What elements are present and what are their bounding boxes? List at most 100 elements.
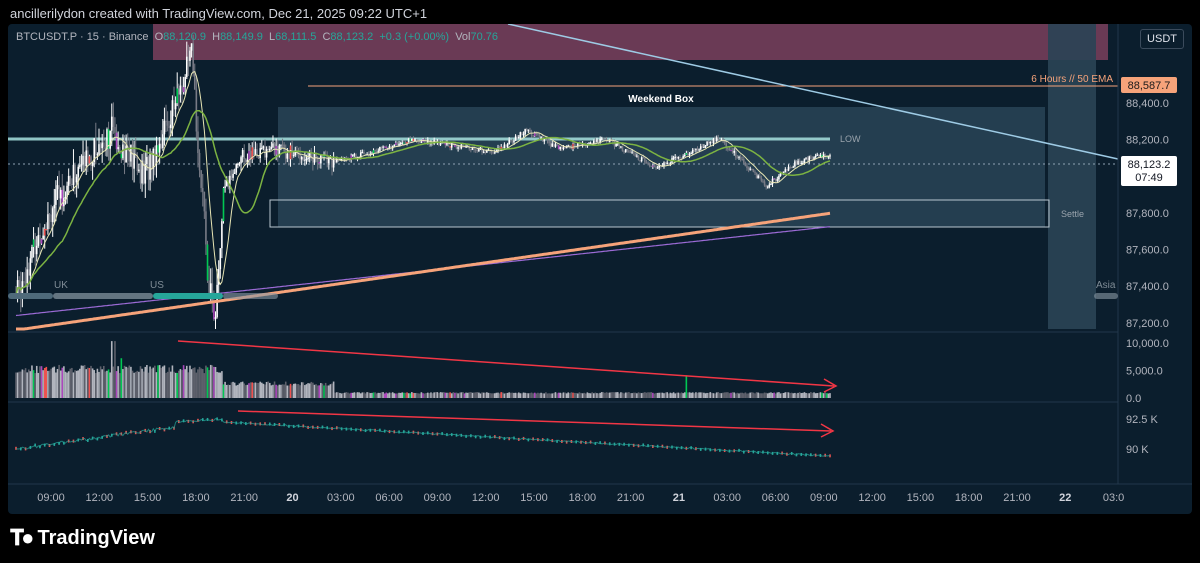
price-tick-label: 88,200.0 bbox=[1126, 135, 1169, 147]
candle-body bbox=[449, 146, 451, 148]
candle-body bbox=[388, 145, 391, 149]
candle-body bbox=[150, 153, 153, 169]
volume-bar bbox=[540, 392, 542, 398]
volume-bar bbox=[118, 373, 121, 398]
candle-body bbox=[821, 154, 823, 158]
volume-bar bbox=[682, 393, 684, 398]
candle-body bbox=[540, 136, 542, 138]
indicator-bar bbox=[829, 454, 831, 458]
resistance-zone bbox=[153, 24, 1108, 60]
candle-body bbox=[284, 151, 287, 159]
chart-canvas[interactable]: 6 Hours // 50 EMA Weekend Box LOW Settle… bbox=[8, 24, 1192, 514]
volume-bar bbox=[227, 384, 230, 398]
volume-bar bbox=[328, 385, 330, 398]
candle-body bbox=[278, 145, 281, 157]
volume-bar bbox=[395, 393, 397, 398]
candle-body bbox=[425, 141, 427, 143]
volume-bar bbox=[359, 393, 362, 398]
volume-bar bbox=[297, 384, 300, 398]
volume-bar bbox=[292, 383, 295, 398]
low-value: 68,111.5 bbox=[275, 31, 317, 43]
volume-bar bbox=[457, 393, 459, 398]
time-tick-label: 03:0 bbox=[1103, 492, 1124, 504]
candle-body bbox=[101, 142, 103, 149]
candle-body bbox=[735, 150, 737, 158]
volume-bar bbox=[460, 392, 463, 398]
volume-bar bbox=[522, 392, 525, 398]
candle-body bbox=[580, 143, 582, 146]
volume-bar bbox=[336, 392, 338, 398]
volume-bar bbox=[631, 393, 633, 398]
volume-bar bbox=[580, 392, 582, 398]
candle-body bbox=[265, 148, 268, 158]
candle-body bbox=[42, 235, 44, 240]
candle-body bbox=[225, 180, 228, 187]
candle-body bbox=[305, 158, 308, 160]
volume-bar bbox=[629, 393, 632, 398]
volume-bar bbox=[197, 369, 199, 398]
time-tick-label: 09:00 bbox=[810, 492, 838, 504]
candle-body bbox=[87, 150, 89, 164]
indicator-axis[interactable]: 92.5 K 90 K bbox=[1126, 414, 1158, 456]
price-axis[interactable]: 88,400.088,200.088,000.087,800.087,600.0… bbox=[1126, 98, 1169, 330]
volume-bar bbox=[364, 393, 367, 398]
volume-bar bbox=[198, 366, 201, 398]
volume-bar bbox=[326, 385, 329, 398]
volume-bar bbox=[586, 392, 589, 398]
candle-body bbox=[470, 149, 472, 151]
volume-bar bbox=[655, 393, 657, 398]
volume-bar bbox=[557, 392, 560, 398]
candle-body bbox=[230, 175, 233, 178]
currency-button[interactable]: USDT bbox=[1140, 29, 1184, 49]
volume-bar bbox=[762, 393, 764, 398]
volume-bar bbox=[784, 392, 787, 398]
volume-bar bbox=[229, 385, 231, 398]
volume-bar bbox=[131, 370, 134, 398]
volume-bar bbox=[690, 392, 692, 398]
volume-bar bbox=[61, 367, 64, 398]
candle-body bbox=[768, 184, 771, 187]
volume-bar bbox=[814, 393, 817, 398]
volume-bar bbox=[356, 392, 359, 398]
volume-bar bbox=[712, 393, 715, 398]
volume-bar bbox=[826, 393, 828, 398]
tradingview-logo: 𝐓● TradingView bbox=[10, 525, 155, 551]
volume-bar bbox=[816, 393, 819, 398]
candle-body bbox=[596, 139, 598, 143]
candle-body bbox=[519, 132, 522, 137]
volume-bar bbox=[340, 393, 343, 398]
symbol-label[interactable]: BTCUSDT.P · 15 · Binance bbox=[16, 31, 149, 43]
volume-bar bbox=[500, 392, 503, 398]
candle-body bbox=[375, 151, 378, 153]
volume-bar bbox=[249, 382, 252, 398]
volume-bar bbox=[225, 384, 228, 398]
volume-bar bbox=[380, 392, 383, 398]
candle-body bbox=[98, 144, 100, 155]
volume-bar bbox=[666, 392, 668, 398]
time-axis[interactable]: 09:00 12:00 15:00 18:00 21:00 20 03:00 06:00 09:… bbox=[37, 492, 1124, 504]
candle-body bbox=[332, 160, 335, 168]
volume-bar bbox=[170, 371, 172, 398]
candle-body bbox=[47, 214, 49, 230]
chart-panel[interactable]: 6 Hours // 50 EMA Weekend Box LOW Settle… bbox=[8, 24, 1192, 514]
candle-body bbox=[652, 165, 654, 167]
volume-bar bbox=[728, 393, 731, 398]
candle-body bbox=[672, 157, 675, 159]
volume-bar bbox=[411, 392, 413, 398]
svg-text:88,123.2: 88,123.2 bbox=[1128, 159, 1171, 171]
candle-body bbox=[604, 138, 606, 140]
candle-body bbox=[428, 139, 431, 145]
candle-body bbox=[110, 116, 113, 131]
candle-body bbox=[64, 197, 67, 199]
candle-body bbox=[141, 160, 143, 184]
volume-axis[interactable]: 10,000.0 5,000.0 0.0 bbox=[1126, 338, 1169, 405]
candle-body bbox=[553, 143, 555, 147]
volume-tick-label: 5,000.0 bbox=[1126, 365, 1163, 377]
volume-bar bbox=[615, 392, 617, 398]
volume-bar bbox=[79, 368, 81, 398]
volume-bar bbox=[511, 392, 514, 398]
volume-bar bbox=[549, 393, 552, 398]
candle-body bbox=[792, 166, 795, 168]
volume-bar bbox=[442, 392, 445, 398]
candle-body bbox=[494, 152, 496, 154]
